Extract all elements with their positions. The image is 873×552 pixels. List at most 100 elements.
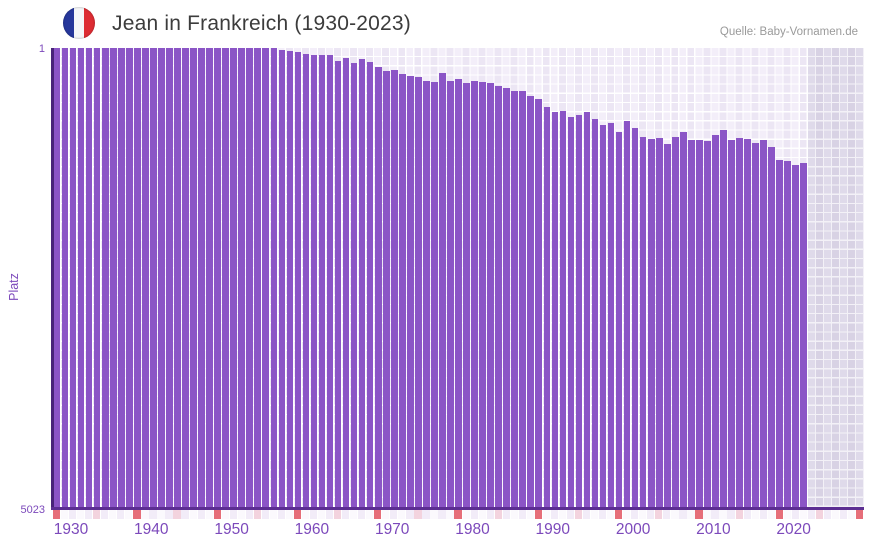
bar-1945[interactable] (174, 48, 181, 507)
bar-1944[interactable] (166, 48, 173, 507)
bar-1975[interactable] (415, 77, 422, 507)
bar-1995[interactable] (575, 115, 583, 507)
bar-1936[interactable] (101, 48, 109, 507)
bar-1996[interactable] (583, 111, 591, 507)
bar-1981[interactable] (463, 83, 470, 507)
bar-1949[interactable] (206, 48, 213, 507)
bar-2011[interactable] (704, 141, 711, 507)
bar-1934[interactable] (85, 48, 93, 507)
bar-1990[interactable] (535, 99, 543, 507)
bar-2004[interactable] (647, 139, 655, 507)
bar-1987[interactable] (511, 90, 519, 507)
bar-1982[interactable] (471, 81, 478, 507)
bar-1961[interactable] (302, 54, 310, 507)
bar-1953[interactable] (238, 48, 245, 507)
bar-1980[interactable] (455, 78, 462, 507)
bar-1943[interactable] (158, 48, 165, 507)
bar-2023[interactable] (800, 163, 808, 507)
bar-1951[interactable] (222, 48, 229, 507)
x-tick-1992 (550, 510, 559, 519)
bar-1952[interactable] (230, 48, 237, 507)
bar-2015[interactable] (736, 138, 743, 507)
bar-1941[interactable] (142, 48, 149, 507)
bar-1988[interactable] (519, 91, 527, 507)
bar-1993[interactable] (559, 110, 567, 507)
bar-1931[interactable] (61, 48, 69, 507)
x-tick-1989 (526, 510, 534, 519)
bar-1947[interactable] (190, 48, 197, 507)
x-tick-2003 (639, 510, 647, 519)
bar-2018[interactable] (760, 140, 767, 507)
x-tick-1957 (269, 510, 278, 519)
bar-1976[interactable] (423, 80, 430, 507)
bar-1978[interactable] (439, 73, 446, 507)
bar-2003[interactable] (639, 137, 647, 507)
bar-1950[interactable] (214, 48, 221, 507)
bar-2001[interactable] (623, 120, 631, 507)
bar-2005[interactable] (655, 138, 663, 507)
bar-1957[interactable] (270, 48, 278, 507)
bar-1955[interactable] (254, 48, 262, 507)
bar-1968[interactable] (358, 58, 366, 507)
bar-1979[interactable] (447, 80, 454, 507)
bar-1997[interactable] (591, 119, 599, 507)
bar-2014[interactable] (728, 139, 735, 507)
bar-2009[interactable] (688, 140, 695, 507)
bar-1965[interactable] (334, 60, 342, 507)
bar-1937[interactable] (109, 48, 117, 507)
bar-1942[interactable] (150, 48, 157, 507)
bar-1962[interactable] (310, 54, 318, 507)
x-tick-1984 (486, 510, 494, 519)
bar-1956[interactable] (262, 48, 270, 507)
bar-1994[interactable] (567, 116, 575, 507)
bar-1971[interactable] (382, 70, 390, 507)
bar-1946[interactable] (182, 48, 189, 507)
bar-1940[interactable] (133, 48, 141, 507)
bar-2006[interactable] (663, 144, 671, 507)
bar-1932[interactable] (69, 48, 77, 507)
bar-1992[interactable] (551, 112, 559, 507)
bar-1969[interactable] (366, 62, 374, 507)
bar-1938[interactable] (117, 48, 125, 507)
bar-1964[interactable] (326, 54, 334, 507)
bar-1989[interactable] (527, 95, 535, 507)
bar-1985[interactable] (495, 85, 502, 507)
bar-1939[interactable] (125, 48, 133, 507)
bar-1958[interactable] (278, 49, 286, 507)
bar-1966[interactable] (342, 58, 350, 507)
bar-1954[interactable] (246, 48, 254, 507)
bar-1970[interactable] (374, 67, 382, 507)
bar-2021[interactable] (784, 161, 792, 507)
bar-1930[interactable] (53, 48, 61, 507)
bar-1972[interactable] (390, 69, 398, 507)
bar-1984[interactable] (487, 82, 494, 507)
bar-1983[interactable] (479, 82, 486, 507)
bar-2016[interactable] (744, 139, 751, 507)
bar-2017[interactable] (752, 143, 759, 507)
bar-2020[interactable] (776, 160, 783, 507)
bar-2008[interactable] (680, 131, 687, 507)
bar-2013[interactable] (720, 129, 727, 507)
bar-1935[interactable] (93, 48, 101, 507)
bar-1963[interactable] (318, 54, 326, 507)
bar-2007[interactable] (671, 136, 679, 507)
bar-1967[interactable] (350, 63, 358, 507)
bar-1999[interactable] (607, 123, 615, 507)
bar-2000[interactable] (615, 132, 623, 507)
bar-1959[interactable] (286, 50, 294, 507)
bar-1960[interactable] (294, 52, 302, 507)
bar-1973[interactable] (398, 74, 406, 507)
bar-1977[interactable] (431, 82, 438, 507)
bar-1998[interactable] (599, 125, 607, 507)
bar-2002[interactable] (631, 128, 639, 507)
bar-2010[interactable] (696, 139, 703, 507)
bar-1933[interactable] (77, 48, 85, 507)
bar-1974[interactable] (407, 75, 414, 507)
bar-2012[interactable] (712, 135, 719, 507)
bar-2022[interactable] (792, 164, 800, 507)
bar-1948[interactable] (198, 48, 205, 507)
x-tick-1955 (253, 510, 261, 519)
bar-1986[interactable] (503, 88, 510, 507)
bar-1991[interactable] (543, 107, 551, 507)
bar-2019[interactable] (768, 147, 775, 507)
